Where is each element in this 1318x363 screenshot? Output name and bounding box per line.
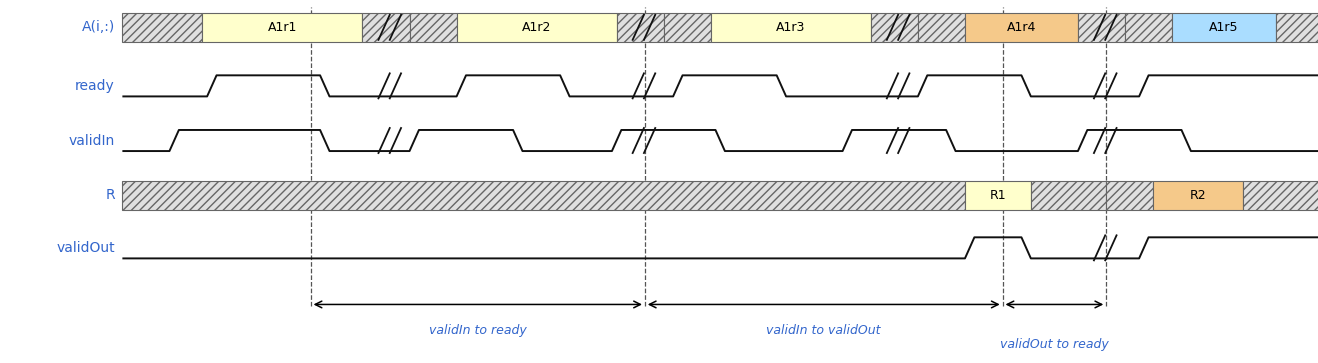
Text: R1: R1 (990, 189, 1006, 202)
Bar (1276, 13, 1318, 42)
Text: A1r5: A1r5 (1209, 21, 1239, 34)
Bar (1172, 13, 1276, 42)
Bar (1078, 13, 1126, 42)
Bar (1153, 180, 1243, 210)
Text: validIn to ready: validIn to ready (428, 324, 527, 337)
Text: A1r2: A1r2 (522, 21, 551, 34)
Text: R2: R2 (1190, 189, 1206, 202)
Text: A1r1: A1r1 (268, 21, 297, 34)
Bar (203, 13, 362, 42)
Bar (617, 13, 664, 42)
Bar (664, 13, 710, 42)
Text: A1r4: A1r4 (1007, 21, 1036, 34)
Bar (965, 180, 1031, 210)
Bar (456, 13, 617, 42)
Bar (871, 13, 917, 42)
Text: A(i,:): A(i,:) (82, 20, 115, 34)
Bar (362, 13, 410, 42)
Text: R: R (105, 188, 115, 202)
Bar (710, 13, 871, 42)
Text: ready: ready (75, 79, 115, 93)
Bar (1126, 13, 1172, 42)
Text: validIn: validIn (69, 134, 115, 147)
Text: validOut to ready: validOut to ready (1000, 338, 1108, 351)
Bar (123, 180, 965, 210)
Bar (1243, 180, 1318, 210)
Bar (917, 13, 965, 42)
Text: validOut: validOut (57, 241, 115, 255)
Bar (410, 13, 456, 42)
Bar (965, 13, 1078, 42)
Bar (1106, 180, 1153, 210)
Bar (1031, 180, 1106, 210)
Text: validIn to validOut: validIn to validOut (767, 324, 880, 337)
Text: A1r3: A1r3 (776, 21, 805, 34)
Bar (123, 13, 203, 42)
